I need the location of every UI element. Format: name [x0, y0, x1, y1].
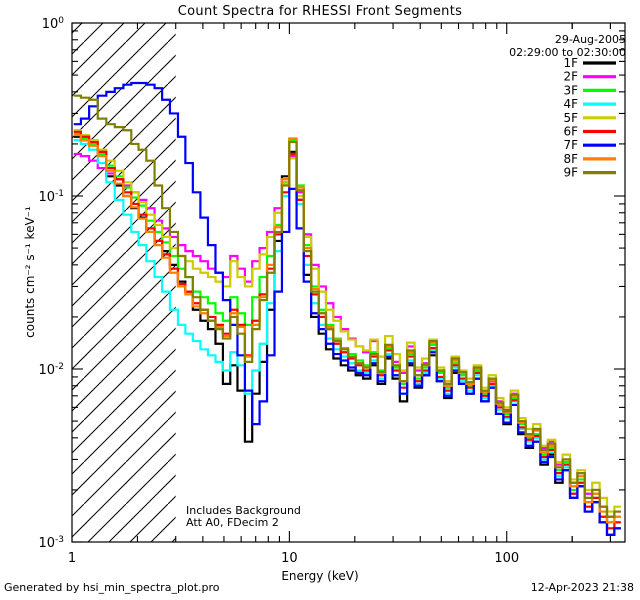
y-tick-label: 100: [42, 16, 65, 32]
annotation-includes-background: Includes Background: [186, 504, 301, 517]
plot-frame: [71, 22, 626, 543]
legend-label-5f: 5F: [563, 111, 578, 125]
spectrum-curve-3f: [73, 132, 621, 524]
legend-label-4f: 4F: [563, 97, 578, 111]
obs-time-range: 02:29:00 to 02:30:00: [509, 46, 626, 59]
footer-timestamp: 12-Apr-2023 21:38: [530, 581, 634, 594]
low-energy-hatch-region: [72, 23, 176, 542]
legend-label-7f: 7F: [563, 138, 578, 152]
x-tick-label: 1: [68, 551, 76, 566]
x-tick-label: 100: [494, 551, 519, 566]
legend-label-2f: 2F: [563, 70, 578, 84]
annotation-attenuator-state: Att A0, FDecim 2: [186, 516, 279, 529]
legend-label-3f: 3F: [563, 83, 578, 97]
spectrum-curve-1f: [73, 135, 621, 536]
obs-date: 29-Aug-2005: [554, 33, 626, 46]
legend-label-1f: 1F: [563, 56, 578, 70]
page-title: Count Spectra for RHESSI Front Segments: [177, 4, 463, 19]
y-axis-label: counts cm⁻² s⁻¹ keV⁻¹: [23, 206, 37, 338]
legend-label-9f: 9F: [563, 166, 578, 180]
x-tick-label: 10: [281, 551, 298, 566]
spectrum-curve-7f: [73, 81, 621, 536]
legend-label-6f: 6F: [563, 125, 578, 139]
spectrum-curve-4f: [73, 139, 621, 530]
footer-generator: Generated by hsi_min_spectra_plot.pro: [4, 581, 220, 594]
spectrum-curve-5f: [73, 129, 621, 513]
spectra-curves: [73, 81, 621, 536]
y-tick-label: 10-2: [38, 362, 64, 378]
y-tick-label: 10-3: [38, 535, 64, 551]
spectrum-curve-9f: [73, 94, 621, 518]
spectrum-curve-6f: [73, 130, 621, 530]
legend-label-8f: 8F: [563, 152, 578, 166]
x-axis-label: Energy (keV): [281, 569, 359, 583]
y-tick-label: 10-1: [38, 189, 64, 205]
